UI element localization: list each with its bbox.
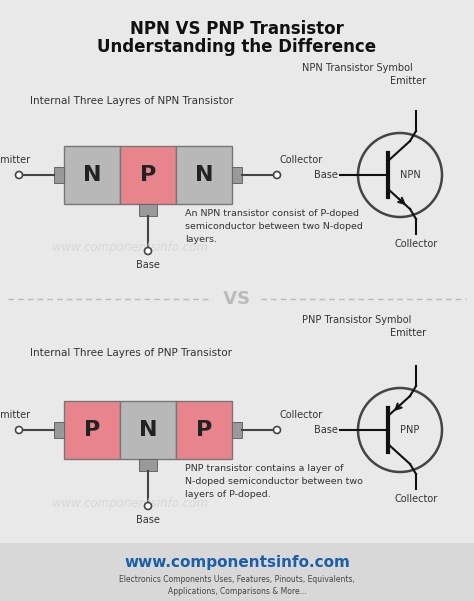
Text: P: P (140, 165, 156, 185)
Text: NPN: NPN (400, 170, 420, 180)
Text: PNP Transistor Symbol: PNP Transistor Symbol (302, 315, 411, 325)
Text: PNP: PNP (401, 425, 419, 435)
Bar (232, 422, 242, 438)
Text: Collector: Collector (280, 155, 323, 165)
Text: Internal Three Layres of NPN Transistor: Internal Three Layres of NPN Transistor (30, 96, 234, 106)
Text: Collector: Collector (394, 494, 438, 504)
Text: Base: Base (136, 260, 160, 270)
Text: Base: Base (314, 425, 338, 435)
Bar (0, 543, 474, 601)
Text: NPN VS PNP Transistor: NPN VS PNP Transistor (130, 20, 344, 38)
Text: www.componentsinfo.com: www.componentsinfo.com (52, 496, 208, 510)
Circle shape (145, 248, 152, 254)
Text: P: P (84, 420, 100, 440)
Circle shape (273, 171, 281, 178)
Text: Emitter: Emitter (0, 410, 30, 420)
Text: PNP transistor contains a layer of
N-doped semiconductor between two
layers of P: PNP transistor contains a layer of N-dop… (185, 464, 363, 499)
Circle shape (16, 171, 22, 178)
Bar (139, 459, 157, 471)
Circle shape (273, 427, 281, 433)
Text: An NPN transistor consist of P-doped
semiconductor between two N-doped
layers.: An NPN transistor consist of P-doped sem… (185, 209, 363, 245)
Text: Base: Base (136, 515, 160, 525)
Text: N: N (139, 420, 157, 440)
Bar (64, 401, 120, 459)
Bar (120, 401, 176, 459)
Text: Collector: Collector (394, 239, 438, 249)
Circle shape (145, 502, 152, 510)
Text: N: N (83, 165, 101, 185)
Text: N: N (195, 165, 213, 185)
Text: Emitter: Emitter (390, 328, 426, 338)
Text: Emitter: Emitter (390, 76, 426, 86)
Text: Understanding the Difference: Understanding the Difference (98, 38, 376, 56)
Bar (139, 204, 157, 216)
Text: Internal Three Layres of PNP Transistor: Internal Three Layres of PNP Transistor (30, 348, 232, 358)
Text: NPN Transistor Symbol: NPN Transistor Symbol (302, 63, 413, 73)
Bar (120, 146, 176, 204)
Bar (176, 146, 232, 204)
Text: Collector: Collector (280, 410, 323, 420)
Text: www.componentsinfo.com: www.componentsinfo.com (52, 242, 208, 254)
Bar (64, 146, 120, 204)
Text: VS: VS (217, 290, 257, 308)
Text: Emitter: Emitter (0, 155, 30, 165)
Circle shape (16, 427, 22, 433)
Text: www.componentsinfo.com: www.componentsinfo.com (124, 555, 350, 570)
Bar (54, 422, 64, 438)
Text: P: P (196, 420, 212, 440)
Text: Base: Base (314, 170, 338, 180)
Bar (54, 167, 64, 183)
Text: Electronics Components Uses, Features, Pinouts, Equivalents,
Applications, Compa: Electronics Components Uses, Features, P… (119, 575, 355, 597)
Bar (232, 167, 242, 183)
Bar (176, 401, 232, 459)
